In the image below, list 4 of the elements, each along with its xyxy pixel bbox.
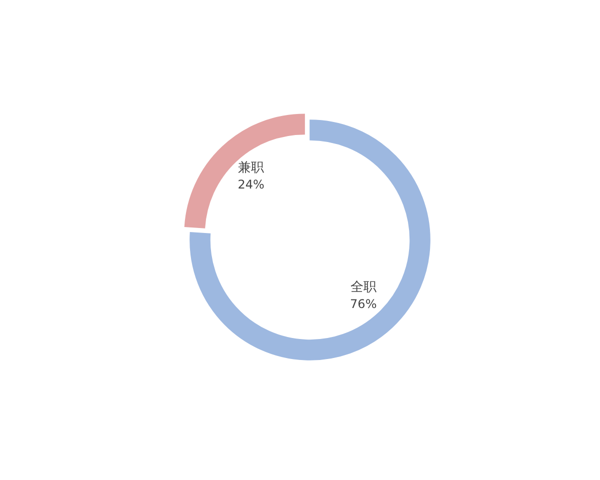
slice-label: 全职 <box>350 280 376 295</box>
slice-label: 兼职 <box>238 160 264 176</box>
data-label: 76% <box>350 296 377 311</box>
data-label: 24% <box>238 177 264 192</box>
